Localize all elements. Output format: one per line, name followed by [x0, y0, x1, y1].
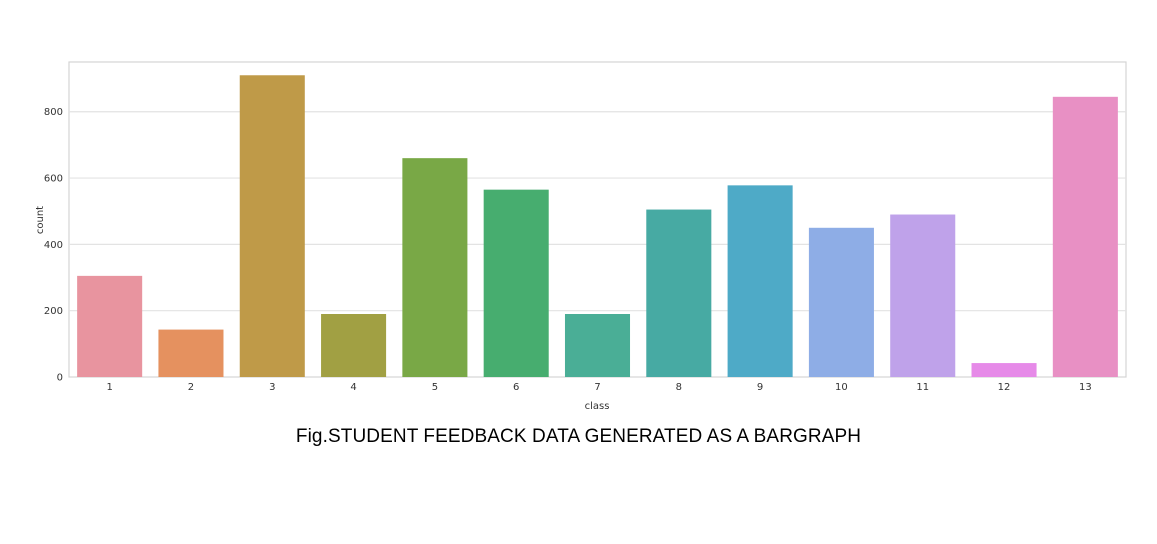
bar-class-9 — [727, 185, 793, 377]
x-axis-label: class — [585, 401, 610, 412]
x-tick-labels: 1 2 3 4 5 6 7 8 9 10 11 12 13 — [106, 382, 1091, 393]
bar-class-4 — [321, 314, 387, 377]
bar-class-12 — [971, 363, 1037, 377]
x-tick-label: 5 — [432, 382, 438, 393]
x-tick-label: 9 — [757, 382, 763, 393]
x-tick-label: 4 — [350, 382, 356, 393]
bar-class-5 — [402, 158, 468, 377]
bars — [77, 75, 1118, 378]
x-tick-label: 1 — [106, 382, 112, 393]
x-tick-label: 8 — [676, 382, 682, 393]
bar-class-3 — [239, 75, 305, 378]
bar-class-13 — [1052, 96, 1118, 377]
x-tick-label: 10 — [835, 382, 848, 393]
bar-class-10 — [808, 227, 874, 377]
y-tick-label: 800 — [44, 107, 63, 118]
x-tick-label: 2 — [188, 382, 194, 393]
y-axis-label: count — [35, 206, 46, 234]
x-tick-label: 12 — [998, 382, 1011, 393]
bar-class-2 — [158, 329, 224, 377]
bar-class-8 — [646, 209, 712, 377]
bar-class-6 — [483, 189, 549, 377]
y-tick-label: 600 — [44, 174, 63, 185]
y-tick-label: 0 — [57, 373, 63, 384]
x-tick-label: 6 — [513, 382, 519, 393]
x-tick-label: 7 — [594, 382, 600, 393]
figure-caption: Fig.STUDENT FEEDBACK DATA GENERATED AS A… — [295, 426, 862, 447]
bar-class-7 — [564, 314, 631, 377]
y-tick-label: 200 — [44, 306, 63, 317]
x-tick-label: 11 — [916, 382, 929, 393]
y-tick-label: 400 — [44, 240, 63, 251]
y-tick-labels: 0 200 400 600 800 — [44, 107, 63, 383]
bar-class-1 — [77, 275, 143, 377]
bar-class-11 — [890, 214, 956, 377]
x-tick-label: 13 — [1079, 382, 1092, 393]
x-tick-label: 3 — [269, 382, 275, 393]
